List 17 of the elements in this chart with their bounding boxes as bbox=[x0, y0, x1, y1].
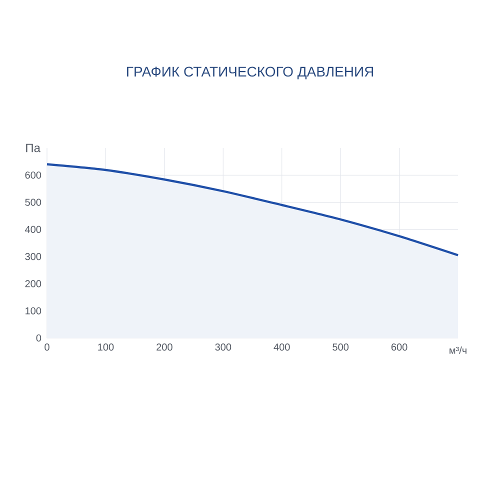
x-tick-label: 300 bbox=[215, 344, 232, 351]
y-tick-label: 200 bbox=[25, 280, 42, 288]
x-tick-label: 100 bbox=[98, 344, 114, 351]
y-tick-label: 0 bbox=[36, 334, 42, 342]
y-tick-label: 100 bbox=[26, 307, 42, 314]
y-tick-label: 600 bbox=[25, 172, 42, 179]
x-axis-title: м³/ч bbox=[450, 346, 466, 354]
y-tick-label: 500 bbox=[25, 198, 42, 206]
y-tick-label: 400 bbox=[25, 226, 42, 233]
y-tick-label: 300 bbox=[25, 253, 42, 260]
y-axis-title: Па bbox=[26, 144, 40, 152]
chart-title: ГРАФИК СТАТИЧЕСКОГО ДАВЛЕНИЯ bbox=[127, 66, 374, 80]
x-tick-label: 600 bbox=[391, 344, 408, 351]
x-tick-label: 400 bbox=[274, 344, 290, 351]
x-tick-label: 0 bbox=[44, 344, 50, 351]
x-tick-label: 200 bbox=[156, 344, 172, 351]
x-tick-label: 500 bbox=[332, 344, 349, 351]
